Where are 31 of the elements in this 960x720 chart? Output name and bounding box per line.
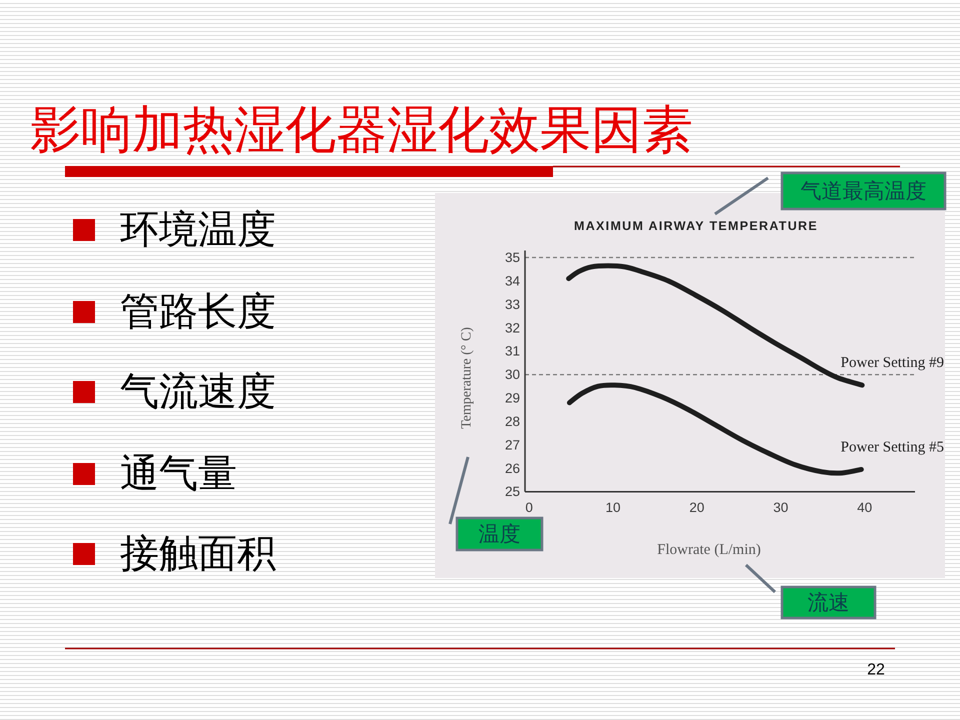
text: 22 (867, 662, 885, 678)
y-tick-label: 29 (504, 390, 520, 406)
series-label: Power Setting #9 (840, 355, 944, 372)
y-tick-label: 28 (504, 414, 520, 429)
series-label: Power Setting #5 (840, 439, 944, 456)
text: 气道最高温度 (800, 179, 926, 203)
x-tick-label: 20 (689, 500, 704, 516)
y-tick-label: 30 (504, 367, 520, 382)
text: 流速 (808, 590, 850, 614)
y-tick-label: 34 (504, 273, 520, 288)
x-tick-label: 10 (606, 500, 621, 516)
x-axis-title: Flowrate (L/min) (657, 542, 761, 558)
x-tick-label: 40 (857, 500, 872, 516)
text: 气流速度 (120, 370, 276, 414)
y-tick-label: 25 (504, 484, 520, 500)
text: 接触面积 (120, 532, 276, 576)
y-tick-label: 27 (504, 437, 520, 452)
text: 温度 (478, 522, 520, 546)
y-tick-label: 26 (504, 460, 520, 476)
text: 环境温度 (120, 208, 276, 252)
y-axis-title: Temperature (° C) (460, 326, 474, 429)
y-tick-label: 33 (504, 296, 520, 312)
x-tick-label: 0 (525, 500, 533, 516)
x-tick-label: 30 (773, 500, 788, 516)
chart-title: 影响加热湿化器湿化效果因素 (30, 103, 693, 159)
text: 通气量 (120, 452, 237, 496)
y-tick-label: 32 (504, 320, 520, 336)
y-tick-label: 35 (504, 250, 520, 266)
text: 管路长度 (120, 290, 276, 334)
chart-subtitle: MAXIMUM AIRWAY TEMPERATURE (574, 219, 818, 233)
y-tick-label: 31 (504, 344, 520, 359)
